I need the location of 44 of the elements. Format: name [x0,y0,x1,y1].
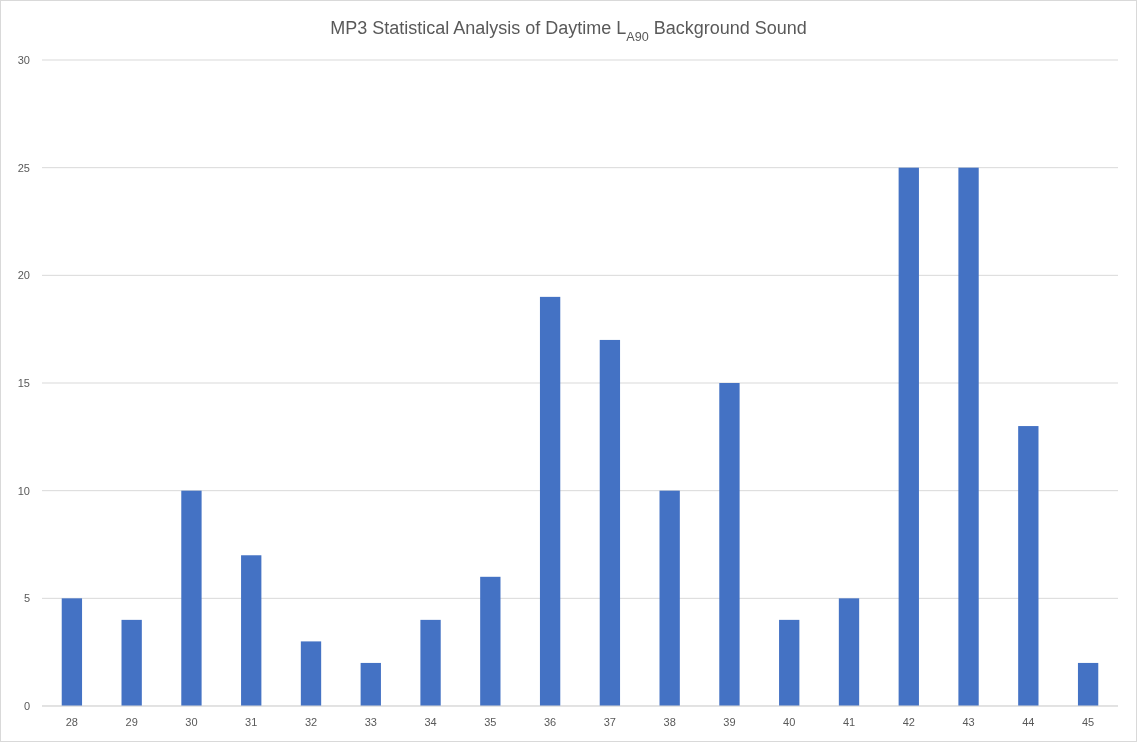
bar [121,619,142,706]
bar [779,619,800,706]
x-tick-label: 42 [902,716,915,728]
bar [480,576,501,706]
x-tick-label: 37 [603,716,617,728]
bar [1018,426,1039,706]
bar [241,555,262,706]
x-tick-label: 41 [842,716,856,728]
y-tick-label: 15 [17,376,30,389]
y-tick-label: 20 [17,269,30,282]
x-tick-label: 39 [723,716,736,728]
y-tick-label: 5 [23,592,30,605]
bar [181,490,202,706]
x-tick-label: 33 [364,716,377,728]
y-tick-label: 30 [17,53,30,66]
x-tick-label: 28 [65,716,79,728]
x-tick-label: 45 [1081,716,1095,728]
bar [1077,662,1099,706]
bar [360,662,381,706]
bar [719,383,740,706]
x-tick-label: 34 [424,716,437,728]
y-tick-label: 0 [23,699,30,712]
y-tick-label: 25 [17,161,30,174]
bar [539,296,561,706]
x-tick-label: 38 [663,716,676,728]
x-tick-label: 44 [1022,716,1035,728]
y-tick-label: 10 [17,484,30,497]
x-tick-label: 43 [962,716,975,728]
bar [898,167,919,706]
x-tick-label: 32 [304,716,318,728]
bar [61,598,83,706]
bar [420,619,441,706]
x-tick-label: 35 [484,716,497,728]
bar [958,167,979,706]
x-tick-label: 31 [245,716,258,728]
bar [300,641,322,706]
bar [659,490,680,706]
bar [599,339,621,706]
x-tick-label: 30 [185,716,198,728]
x-tick-label: 36 [543,716,557,728]
chart-title: MP3 Statistical Analysis of Daytime L$_{A90}$ Background Sound [330,18,807,44]
bar [838,598,860,706]
x-tick-label: 29 [125,716,138,728]
x-tick-label: 40 [783,716,796,728]
